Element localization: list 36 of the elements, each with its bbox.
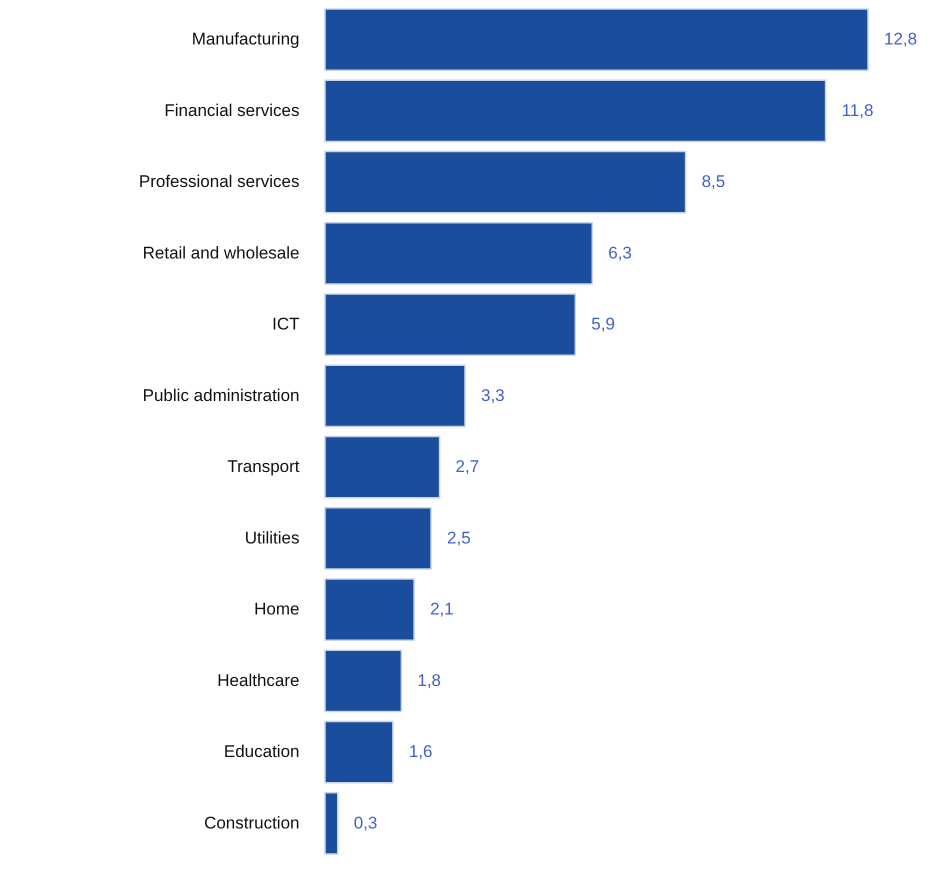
data-label: 0,3	[354, 813, 378, 832]
bar	[324, 364, 466, 428]
bar	[324, 79, 826, 142]
data-label: 2,5	[447, 528, 471, 548]
bar	[324, 150, 686, 214]
data-label: 6,3	[608, 243, 632, 262]
bar	[324, 293, 576, 356]
y-tick-label: Utilities	[244, 528, 300, 548]
y-tick-label: Healthcare	[217, 670, 300, 690]
bar	[324, 792, 338, 855]
y-tick-label: ICT	[272, 314, 300, 334]
bar	[324, 8, 869, 72]
y-tick-label: Transport	[227, 457, 300, 476]
data-label: 2,1	[430, 600, 454, 619]
y-tick-label: Financial services	[164, 100, 300, 120]
y-tick-label: Professional services	[138, 172, 300, 192]
data-label: 8,5	[702, 172, 726, 192]
y-tick-label: Construction	[204, 813, 300, 832]
bar	[324, 222, 594, 285]
data-label: 3,3	[480, 386, 505, 405]
y-tick-label: Manufacturing	[192, 30, 300, 49]
bar	[324, 436, 440, 499]
data-label: 5,9	[591, 314, 615, 334]
data-label: 1,8	[417, 670, 441, 690]
data-label: 11,8	[842, 100, 874, 120]
y-tick-label: Home	[254, 600, 300, 619]
data-label: 12,8	[884, 30, 918, 49]
data-label: 2,7	[456, 457, 480, 476]
bar	[324, 578, 415, 642]
bar	[324, 506, 432, 570]
bar	[324, 720, 394, 784]
y-tick-label: Education	[224, 742, 300, 762]
y-tick-label: Public administration	[142, 386, 300, 405]
data-label: 1,6	[408, 742, 433, 762]
bar	[324, 649, 402, 712]
y-tick-label: Retail and wholesale	[142, 243, 300, 262]
